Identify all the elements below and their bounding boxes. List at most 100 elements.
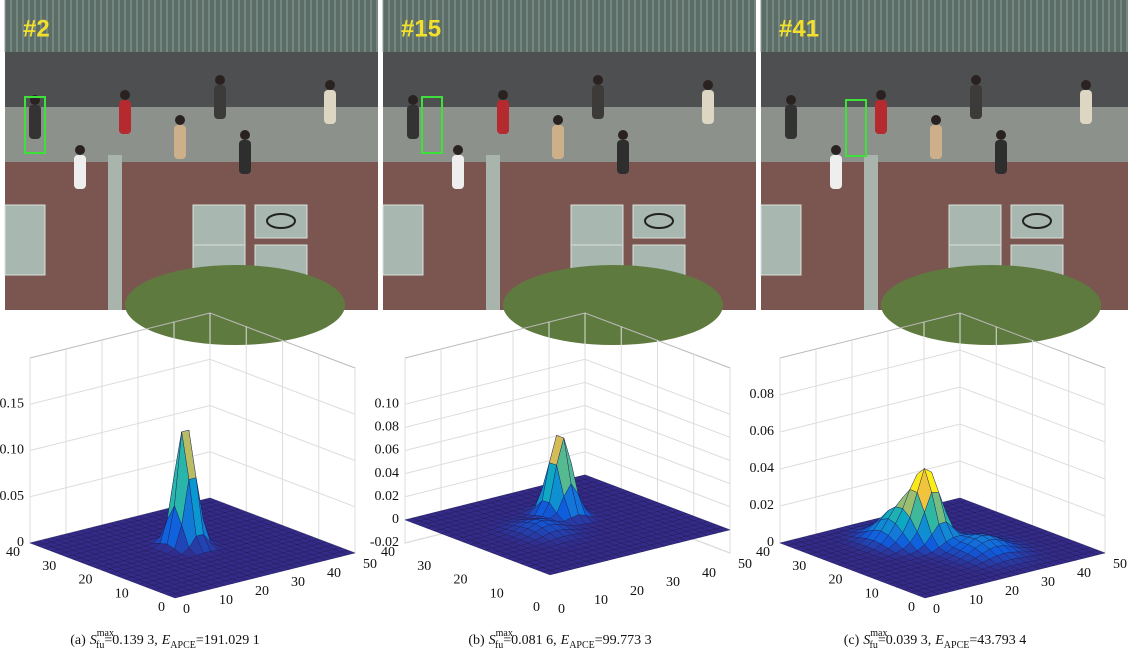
- x-tick-label: 0: [558, 602, 565, 617]
- x-tick-label: 20: [630, 584, 644, 599]
- x-tick-label: 30: [666, 575, 680, 590]
- frame-label: #41: [779, 15, 819, 42]
- tile: [255, 205, 307, 238]
- subscript: APCE: [170, 640, 196, 651]
- person: [239, 140, 251, 174]
- person: [592, 85, 604, 119]
- value: =0.081 6,: [503, 633, 556, 648]
- curb: [108, 155, 122, 310]
- z-tick-label: 0: [392, 512, 399, 527]
- x-tick-label: 40: [702, 566, 716, 581]
- x-tick-label: 0: [183, 602, 190, 617]
- x-tick-label: 40: [327, 566, 341, 581]
- frame-label: #15: [401, 15, 441, 42]
- person: [29, 105, 41, 139]
- person-head: [703, 80, 713, 90]
- tile: [5, 205, 45, 275]
- y-tick-label: 10: [865, 586, 879, 601]
- person: [552, 125, 564, 159]
- tile: [383, 205, 423, 275]
- person: [995, 140, 1007, 174]
- subscript: APCE: [569, 640, 595, 651]
- person-head: [408, 95, 418, 105]
- person-head: [593, 75, 603, 85]
- y-tick-label: 40: [756, 545, 770, 560]
- y-tick-label: 20: [454, 573, 468, 588]
- caption-label: (c): [844, 633, 860, 648]
- value: =0.139 3,: [104, 633, 157, 648]
- wall: [761, 52, 1128, 107]
- person-head: [120, 90, 130, 100]
- x-tick-label: 10: [969, 593, 983, 608]
- person: [1080, 90, 1092, 124]
- x-tick-label: 50: [1113, 557, 1127, 572]
- z-tick-label: 0.04: [375, 466, 400, 481]
- bushes: [503, 265, 723, 345]
- z-tick-label: 0.06: [750, 424, 775, 439]
- value: =0.039 3,: [878, 633, 931, 648]
- person: [214, 85, 226, 119]
- x-tick-label: 40: [1077, 566, 1091, 581]
- tile: [1011, 205, 1063, 238]
- caption-label: (a): [70, 633, 86, 648]
- person: [119, 100, 131, 134]
- figure: #2#15#4100.050.100.150102030405001020304…: [0, 0, 1131, 658]
- person: [930, 125, 942, 159]
- person: [785, 105, 797, 139]
- y-tick-label: 30: [42, 559, 56, 574]
- person-head: [325, 80, 335, 90]
- x-tick-label: 50: [363, 557, 377, 572]
- video-frame: #41: [761, 0, 1128, 345]
- wall: [5, 52, 378, 107]
- z-tick-label: 0.02: [750, 498, 775, 513]
- person: [875, 100, 887, 134]
- caption: (a)Smaxfu=0.139 3,EAPCE=191.029 1: [70, 628, 260, 651]
- y-tick-label: 40: [6, 545, 20, 560]
- person: [497, 100, 509, 134]
- z-tick-label: 0.10: [0, 443, 24, 458]
- grid-line: [30, 359, 355, 414]
- person: [617, 140, 629, 174]
- grid-line: [30, 406, 355, 461]
- y-tick-label: 0: [158, 600, 165, 615]
- value: =43.793 4: [969, 633, 1026, 648]
- y-tick-label: 10: [115, 586, 129, 601]
- person-head: [931, 115, 941, 125]
- curb: [864, 155, 878, 310]
- x-tick-label: 10: [594, 593, 608, 608]
- x-tick-label: 10: [219, 593, 233, 608]
- grid-line: [780, 387, 1105, 442]
- person-head: [240, 130, 250, 140]
- person-head: [786, 95, 796, 105]
- person: [452, 155, 464, 189]
- tile: [633, 205, 685, 238]
- surface: [405, 435, 730, 575]
- y-tick-label: 30: [792, 559, 806, 574]
- subscript: fu: [96, 640, 104, 651]
- person: [970, 85, 982, 119]
- symbol: E: [161, 633, 171, 648]
- bushes: [881, 265, 1101, 345]
- person-head: [876, 90, 886, 100]
- subscript: fu: [495, 640, 503, 651]
- y-tick-label: 10: [490, 586, 504, 601]
- x-tick-label: 20: [1005, 584, 1019, 599]
- surface-plot: -0.0200.020.040.060.080.1001020304050010…: [370, 313, 752, 651]
- y-tick-label: 0: [908, 600, 915, 615]
- y-tick-label: 0: [533, 600, 540, 615]
- surface-plot: 00.020.040.060.0801020304050010203040(c)…: [750, 313, 1128, 651]
- walkway: [5, 107, 378, 162]
- caption: (b)Smaxfu=0.081 6,EAPCE=99.773 3: [468, 628, 651, 651]
- caption-label: (b): [468, 633, 485, 648]
- y-tick-label: 20: [79, 573, 93, 588]
- walkway: [761, 107, 1128, 162]
- person-head: [498, 90, 508, 100]
- grid-line: [780, 424, 1105, 479]
- z-tick-label: 0.15: [0, 396, 24, 411]
- frame-label: #2: [23, 15, 50, 42]
- video-frame: #2: [5, 0, 378, 345]
- person-head: [453, 145, 463, 155]
- x-tick-label: 20: [255, 584, 269, 599]
- person-head: [618, 130, 628, 140]
